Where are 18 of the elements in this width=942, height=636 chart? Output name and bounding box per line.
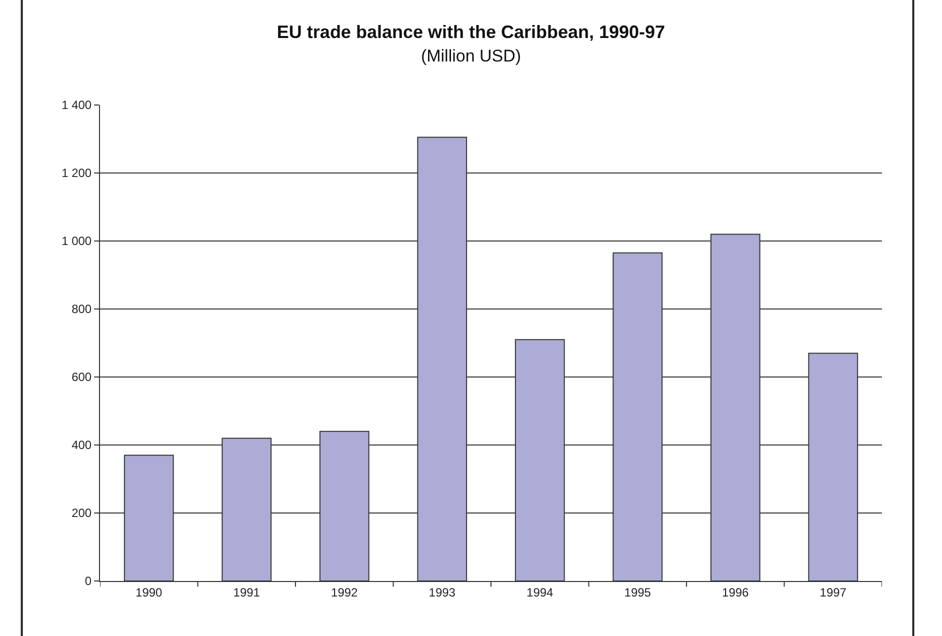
y-tick-label: 1 400 [62, 98, 92, 112]
chart-subtitle: (Million USD) [420, 46, 522, 66]
x-tick-label: 1995 [624, 585, 652, 600]
y-tick-label: 1 000 [62, 234, 92, 248]
y-tick-label: 200 [72, 506, 92, 520]
chart-title: EU trade balance with the Caribbean, 1990-97 [276, 22, 666, 42]
y-tick-label: 1 200 [62, 166, 92, 180]
y-tick-label: 600 [72, 370, 92, 384]
x-tick-label: 1992 [331, 585, 358, 600]
x-tick-label: 1994 [526, 585, 554, 600]
y-tick-label: 400 [72, 438, 92, 452]
x-tick-label: 1993 [428, 585, 456, 600]
x-tick-label: 1996 [722, 585, 750, 600]
x-tick-label: 1991 [233, 585, 260, 600]
x-tick-label: 1990 [136, 585, 163, 600]
y-tick-label: 800 [72, 302, 92, 316]
x-tick-label: 1997 [820, 585, 847, 600]
y-tick-label: 0 [84, 574, 92, 588]
